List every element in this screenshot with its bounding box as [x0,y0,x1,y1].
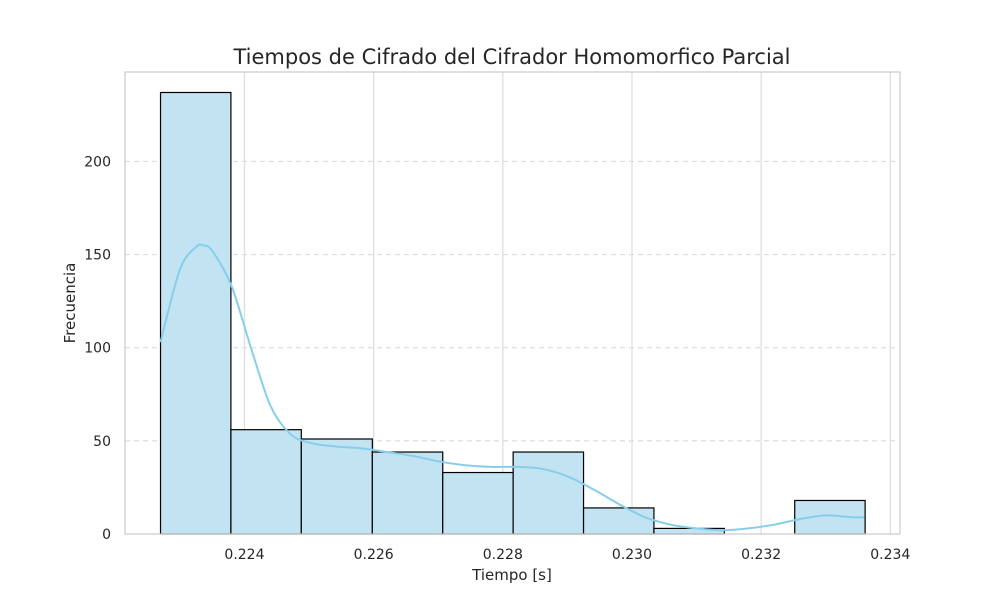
histogram-bar-5 [512,451,585,535]
x-tick-label-2: 0.228 [483,547,523,563]
bars-layer [159,91,866,535]
x-tick-label-3: 0.230 [612,547,652,563]
y-tick-label-3: 150 [84,248,111,264]
y-axis-label: Frecuencia [61,263,79,344]
y-tick-label-0: 0 [102,527,111,543]
histogram-bar-6 [582,507,655,535]
histogram-bar-2 [300,438,373,535]
plot-frame [124,71,901,535]
histogram-bar-4 [442,471,514,535]
histogram-bar-0 [159,91,232,535]
x-tick-label-1: 0.226 [354,547,394,563]
y-tick-label-2: 100 [84,341,111,357]
y-tick-label-1: 50 [93,434,111,450]
x-tick-label-5: 0.234 [870,547,910,563]
chart-title: Tiempos de Cifrado del Cifrador Homomorf… [232,45,790,69]
kde-curve [159,243,865,532]
x-axis-label: Tiempo [s] [471,566,552,584]
histogram-bar-3 [371,451,444,535]
x-tick-label-4: 0.232 [741,547,781,563]
y-tick-label-4: 200 [84,154,111,170]
ticks-layer: 0.224 0.226 0.228 0.230 0.232 0.234 0 50 100 150 2… [84,154,910,563]
x-tick-label-0: 0.224 [224,547,264,563]
histogram-bar-1 [230,429,302,535]
